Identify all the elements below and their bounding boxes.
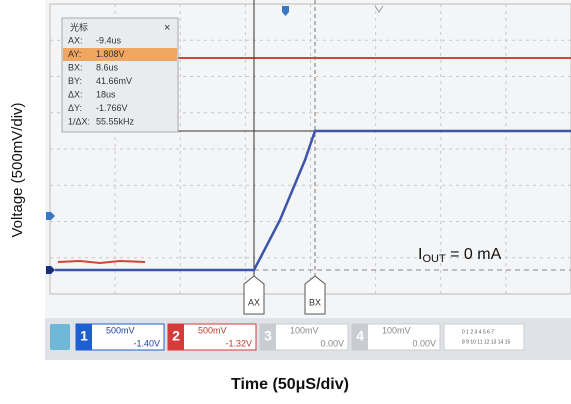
row-value: 8.6us	[96, 62, 119, 72]
row-value: 18us	[96, 89, 116, 99]
row-key: BX:	[68, 62, 83, 72]
row-value: -1.766V	[96, 103, 128, 113]
channel-offset: 0.00V	[412, 338, 436, 348]
row-key: ΔY:	[68, 103, 82, 113]
channel-offset: -1.32V	[225, 338, 252, 348]
row-value: 55.55kHz	[96, 116, 135, 126]
panel-close[interactable]: ×	[164, 22, 170, 34]
channel-scale: 100mV	[382, 325, 411, 335]
digital-row: 8 9 10 11 12 13 14 15	[462, 339, 511, 345]
y-axis-label: Voltage (500mV/div)	[9, 102, 26, 237]
annotation-rest: = 0 mA	[446, 246, 502, 263]
annotation-sub: OUT	[422, 253, 446, 265]
channel-offset: -1.40V	[133, 338, 160, 348]
figure: AX BX 光标 × AX: -9.4us AY: 1.808V BX: 8.6us BY:…	[0, 0, 571, 399]
cursor-panel: 光标 × AX: -9.4us AY: 1.808V BX: 8.6us BY: 41.66m…	[62, 18, 178, 132]
bx-label: BX	[309, 297, 321, 307]
ax-tag	[244, 276, 264, 314]
row-value: 1.808V	[96, 49, 125, 59]
row-key: 1/ΔX:	[68, 116, 90, 126]
row-value: 41.66mV	[96, 76, 132, 86]
channel-scale: 500mV	[198, 325, 227, 335]
channel-number: 3	[264, 328, 272, 344]
panel-title: 光标	[70, 21, 88, 32]
row-key: ΔX:	[68, 89, 83, 99]
x-axis-label: Time (50μS/div)	[231, 376, 349, 393]
digital-row: 0 1 2 3 4 5 6 7	[462, 329, 494, 335]
row-value: -9.4us	[96, 35, 122, 45]
menu-button[interactable]	[50, 324, 70, 350]
ax-label: AX	[248, 297, 260, 307]
channel-scale: 500mV	[106, 325, 135, 335]
channel-number: 2	[172, 328, 180, 344]
bx-tag	[305, 276, 325, 314]
row-key: AX:	[68, 35, 83, 45]
channel-number: 1	[80, 328, 88, 344]
channel-scale: 100mV	[290, 325, 319, 335]
row-key: BY:	[68, 76, 82, 86]
digital-box[interactable]	[444, 324, 524, 350]
channel-number: 4	[356, 328, 364, 344]
row-key: AY:	[68, 49, 81, 59]
channel-offset: 0.00V	[320, 338, 344, 348]
